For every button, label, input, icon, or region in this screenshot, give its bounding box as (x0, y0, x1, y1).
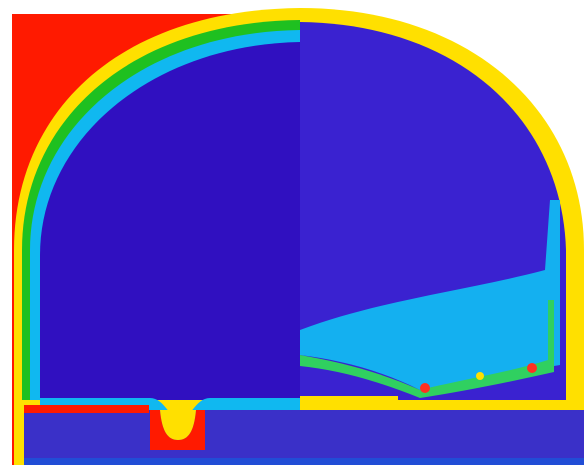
page (0, 0, 584, 465)
hot-spot (527, 363, 537, 373)
bottom-speckle (24, 458, 584, 465)
false-color-image (0, 0, 584, 465)
hot-spot (420, 383, 430, 393)
bottom-red-line (24, 405, 149, 413)
yellow-bar (300, 396, 398, 410)
warm-spot (476, 372, 484, 380)
bottom-strip (24, 410, 584, 465)
